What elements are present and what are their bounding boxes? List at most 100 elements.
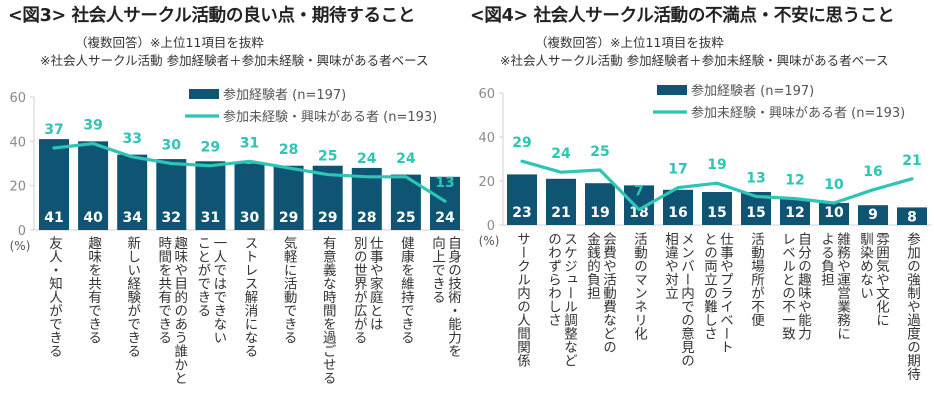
line-value-label: 28 xyxy=(279,142,298,158)
legend-swatch-bar xyxy=(189,89,219,99)
bar xyxy=(780,198,810,225)
legend-label-bar: 参加経験者 (n=197) xyxy=(223,87,346,103)
x-category-label: 健康を維持できる xyxy=(397,236,414,344)
line-value-label: 25 xyxy=(590,144,609,160)
x-category-label: 仕事や家庭とは 別の世界が広がる xyxy=(350,236,383,344)
y-axis-unit-label: (%) xyxy=(479,234,500,248)
bar-value-label: 23 xyxy=(512,205,531,221)
y-axis-unit-label: (%) xyxy=(10,239,31,253)
y-tick-label: 60 xyxy=(478,87,495,102)
x-category-label: 仕事やプライベート との両立の難しさ xyxy=(701,232,733,354)
line-value-label: 21 xyxy=(902,153,921,169)
legend-label-bar: 参加経験者 (n=197) xyxy=(691,83,814,99)
line-value-label: 30 xyxy=(162,138,182,154)
line-value-label: 25 xyxy=(318,149,337,165)
y-tick-label: 0 xyxy=(487,219,495,234)
bar-value-label: 19 xyxy=(590,205,609,221)
bar xyxy=(156,159,187,230)
x-category-label: 一人ではできない ことができる xyxy=(194,236,227,344)
x-category-label: 活動場所が不便 xyxy=(748,232,764,327)
chart-base-note: ※社会人サークル活動 参加経験者＋参加未経験・興味がある者ベース xyxy=(40,53,429,68)
bar-value-label: 8 xyxy=(907,209,917,225)
x-category-label: スケジュール調整など のわずらわしさ xyxy=(545,232,577,367)
bar xyxy=(78,141,109,230)
bar xyxy=(234,163,265,230)
bar-value-label: 32 xyxy=(162,210,181,226)
bar-value-label: 34 xyxy=(122,210,142,226)
bar xyxy=(819,203,849,225)
chart-base-note: ※社会人サークル活動 参加経験者＋参加未経験・興味がある者ベース xyxy=(500,53,889,68)
line-value-label: 31 xyxy=(240,135,259,151)
bar xyxy=(117,154,148,230)
chart-subtitle: （複数回答）※上位11項目を抜粋 xyxy=(535,35,724,50)
x-category-label: 雰囲気や文化に 馴染めない xyxy=(857,232,889,327)
figure-3-panel: <図3> 社会人サークル活動の良い点・期待すること （複数回答）※上位11項目を… xyxy=(8,6,464,385)
bar-value-label: 16 xyxy=(668,205,687,221)
line-value-label: 19 xyxy=(707,157,726,173)
line-value-label: 29 xyxy=(201,140,220,156)
bar-value-label: 41 xyxy=(44,210,63,226)
bar xyxy=(897,207,927,225)
bar xyxy=(430,176,460,230)
x-category-label: サークル内の人間関係 xyxy=(514,232,530,367)
line-value-label: 16 xyxy=(863,164,882,180)
x-category-label: ストレス解消になる xyxy=(241,236,258,358)
bar-value-label: 29 xyxy=(279,210,298,226)
y-tick-label: 0 xyxy=(18,224,26,239)
line-value-label: 13 xyxy=(746,170,765,186)
bar-value-label: 30 xyxy=(240,210,260,226)
bar-value-label: 31 xyxy=(201,210,220,226)
bar xyxy=(702,192,732,225)
legend-label-line: 参加未経験・興味がある者 (n=193) xyxy=(223,109,437,125)
bar xyxy=(507,174,537,225)
chart-title: <図3> 社会人サークル活動の良い点・期待すること xyxy=(8,6,416,26)
x-category-label: 友人・知人ができる xyxy=(46,236,62,358)
figure-3-chart: 0 20 40 60 (%) 41 40 34 32 31 30 29 29 28 25 24 37 39 33 30… xyxy=(9,87,464,253)
line-value-label: 13 xyxy=(435,175,454,191)
bar xyxy=(195,161,226,230)
line-value-label: 24 xyxy=(357,151,377,167)
x-category-label: 会費や活動費などの 金銭的負担 xyxy=(584,232,616,354)
chart-subtitle: （複数回答）※上位11項目を抜粋 xyxy=(75,35,264,50)
line-value-label: 10 xyxy=(824,177,844,193)
bar xyxy=(39,139,69,230)
bar-value-label: 40 xyxy=(83,210,103,226)
bar-value-label: 9 xyxy=(868,207,878,223)
x-category-label: 自身の技術・能力を 向上できる xyxy=(429,236,461,358)
x-category-label: 新しい経験ができる xyxy=(124,236,141,358)
bar-value-label: 10 xyxy=(824,205,844,221)
line-value-label: 29 xyxy=(512,135,531,151)
chart-title: <図4> 社会人サークル活動の不満点・不安に思うこと xyxy=(470,6,895,26)
line-value-label: 39 xyxy=(83,118,102,134)
line-value-label: 33 xyxy=(122,131,141,147)
y-tick-label: 40 xyxy=(478,131,495,146)
bar-value-label: 12 xyxy=(785,205,804,221)
line-value-label: 37 xyxy=(44,122,63,138)
x-category-label: 参加の強制や過度の期待 xyxy=(904,232,920,381)
line-value-label: 24 xyxy=(551,146,571,162)
x-category-label: 自分の趣味や能力 レベルとの不一致 xyxy=(779,232,811,340)
bar-value-label: 15 xyxy=(746,205,765,221)
bar-value-label: 24 xyxy=(435,210,455,226)
line-value-label: 24 xyxy=(396,151,416,167)
bar xyxy=(546,178,576,225)
legend-swatch-bar xyxy=(657,85,687,95)
y-tick-label: 20 xyxy=(9,180,26,195)
line-value-label: 12 xyxy=(785,173,804,189)
bar-value-label: 15 xyxy=(707,205,726,221)
bar xyxy=(663,189,693,225)
y-tick-label: 20 xyxy=(478,175,495,190)
bar-value-label: 29 xyxy=(318,210,337,226)
bar-value-label: 25 xyxy=(396,210,415,226)
bar xyxy=(585,183,615,225)
line-value-label: 17 xyxy=(668,162,687,178)
y-tick-label: 60 xyxy=(9,91,26,106)
x-category-label: 趣味や目的のあう誰かと 時間を共有できる xyxy=(155,236,188,385)
y-tick-label: 40 xyxy=(9,135,26,150)
bar-value-label: 18 xyxy=(629,205,648,221)
bar-value-label: 28 xyxy=(357,210,376,226)
legend-label-line: 参加未経験・興味がある者 (n=193) xyxy=(691,105,905,121)
x-category-label: 趣味を共有できる xyxy=(85,236,102,344)
figure-4-chart: 0 20 40 60 (%) 23 21 19 18 16 15 15 12 10 9 8 29 24 25 7 17 1… xyxy=(478,83,931,248)
bar xyxy=(273,165,304,230)
